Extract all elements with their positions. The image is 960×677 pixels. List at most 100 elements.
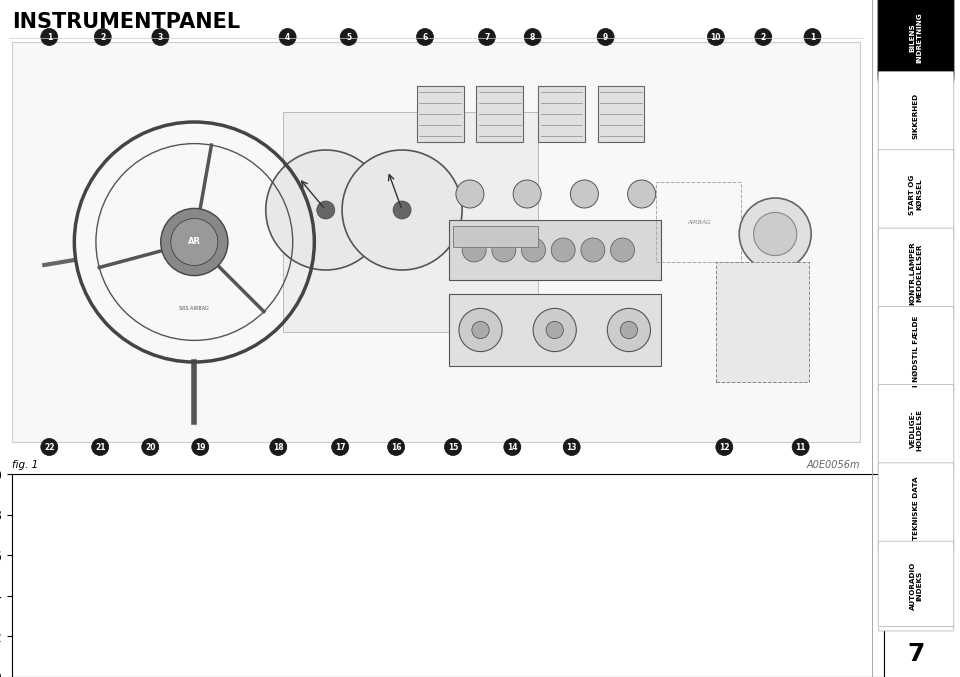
- Text: 15.: 15.: [643, 501, 662, 511]
- Circle shape: [317, 201, 335, 219]
- Text: 15: 15: [447, 443, 458, 452]
- Text: -: -: [334, 515, 342, 525]
- Text: Handskerum: Handskerum: [328, 501, 401, 511]
- Text: for: for: [411, 515, 429, 525]
- Text: af: af: [226, 515, 239, 525]
- Circle shape: [94, 28, 111, 45]
- Circle shape: [459, 309, 502, 351]
- Circle shape: [270, 439, 287, 456]
- Text: -: -: [839, 487, 847, 498]
- Text: til: til: [675, 501, 688, 511]
- Circle shape: [92, 439, 108, 456]
- Text: 22.: 22.: [68, 528, 87, 538]
- Circle shape: [171, 219, 218, 265]
- Text: Brændstofmåler,: Brændstofmåler,: [330, 487, 426, 498]
- Circle shape: [41, 439, 58, 456]
- Circle shape: [472, 322, 490, 338]
- Text: A0E0056m: A0E0056m: [806, 460, 860, 470]
- Text: -: -: [171, 487, 178, 498]
- Text: 21.: 21.: [689, 515, 709, 525]
- Text: fig. 1: fig. 1: [12, 460, 38, 470]
- Text: -: -: [310, 487, 318, 498]
- Text: Instrumentgruppe: Instrumentgruppe: [530, 474, 633, 484]
- Text: klimaanlæg: klimaanlæg: [590, 501, 658, 511]
- FancyBboxPatch shape: [878, 541, 954, 631]
- Text: motorhjelm: motorhjelm: [637, 515, 704, 525]
- Text: med: med: [104, 528, 132, 538]
- Text: AR: AR: [188, 238, 201, 246]
- Text: siderne: siderne: [118, 474, 162, 484]
- Text: monteret): monteret): [297, 515, 355, 525]
- Text: 2.: 2.: [159, 474, 171, 484]
- Text: -: -: [764, 501, 772, 511]
- Text: Greb: Greb: [566, 515, 596, 525]
- Text: 16.: 16.: [776, 501, 795, 511]
- Circle shape: [755, 28, 772, 45]
- Text: 5.: 5.: [605, 474, 616, 484]
- FancyBboxPatch shape: [878, 306, 954, 396]
- Text: 8.: 8.: [181, 487, 194, 498]
- Circle shape: [478, 28, 495, 45]
- Circle shape: [444, 439, 462, 456]
- Circle shape: [417, 28, 434, 45]
- Text: 22: 22: [44, 443, 55, 452]
- Circle shape: [456, 180, 484, 208]
- Text: og: og: [465, 487, 482, 498]
- Text: Kontaktarm: Kontaktarm: [768, 474, 835, 484]
- Text: Klap: Klap: [703, 515, 730, 525]
- Text: -: -: [370, 501, 377, 511]
- Text: monteret): monteret): [504, 515, 563, 525]
- Text: (versioner: (versioner: [734, 487, 793, 498]
- Text: autoradio: autoradio: [236, 515, 293, 525]
- Text: af: af: [626, 515, 640, 525]
- Text: 13.: 13.: [381, 501, 400, 511]
- Circle shape: [393, 201, 411, 219]
- Text: 18: 18: [273, 443, 283, 452]
- Text: dieselmotor): dieselmotor): [791, 487, 863, 498]
- Text: luftdyse: luftdyse: [107, 487, 154, 498]
- FancyBboxPatch shape: [878, 228, 954, 318]
- Text: AIRBAG: AIRBAG: [687, 219, 710, 225]
- Text: monteret): monteret): [267, 501, 324, 511]
- Text: -: -: [510, 474, 517, 484]
- Circle shape: [564, 439, 580, 456]
- Text: Panel: Panel: [82, 528, 114, 538]
- Text: 20: 20: [145, 443, 156, 452]
- Text: udvendig: udvendig: [439, 474, 493, 484]
- Bar: [283, 112, 538, 332]
- Text: 12: 12: [719, 443, 730, 452]
- Text: -: -: [126, 501, 133, 511]
- Circle shape: [739, 198, 811, 270]
- Text: afdugning/afrimning: afdugning/afrimning: [205, 474, 320, 484]
- Text: knæairbag: knæairbag: [206, 501, 269, 511]
- Text: 11.: 11.: [137, 501, 156, 511]
- Text: Indstillelige: Indstillelige: [190, 487, 256, 498]
- Text: 1.: 1.: [12, 474, 24, 484]
- Text: i: i: [110, 474, 117, 484]
- Text: luftdyser: luftdyser: [73, 474, 125, 484]
- Circle shape: [266, 150, 386, 270]
- Circle shape: [524, 28, 541, 45]
- FancyBboxPatch shape: [878, 150, 954, 240]
- Bar: [453, 226, 538, 247]
- Circle shape: [41, 28, 58, 45]
- Circle shape: [388, 439, 405, 456]
- Text: monteret): monteret): [454, 501, 512, 511]
- Bar: [448, 294, 660, 366]
- Text: Betjeningspanel: Betjeningspanel: [516, 501, 607, 511]
- FancyBboxPatch shape: [878, 463, 954, 552]
- Circle shape: [492, 238, 516, 262]
- Text: SIKKERHED: SIKKERHED: [913, 93, 919, 139]
- Text: Kontaktarm: Kontaktarm: [383, 474, 449, 484]
- Text: (hvis: (hvis: [244, 501, 274, 511]
- Text: til: til: [762, 515, 777, 525]
- Text: 7: 7: [484, 32, 490, 41]
- Text: -: -: [304, 501, 311, 511]
- FancyBboxPatch shape: [878, 385, 954, 475]
- Text: (hvis: (hvis: [431, 501, 461, 511]
- Text: med: med: [592, 487, 620, 498]
- Text: 19.: 19.: [346, 515, 365, 525]
- Text: Autoradio: Autoradio: [394, 501, 450, 511]
- Circle shape: [546, 322, 564, 338]
- Text: af: af: [731, 501, 745, 511]
